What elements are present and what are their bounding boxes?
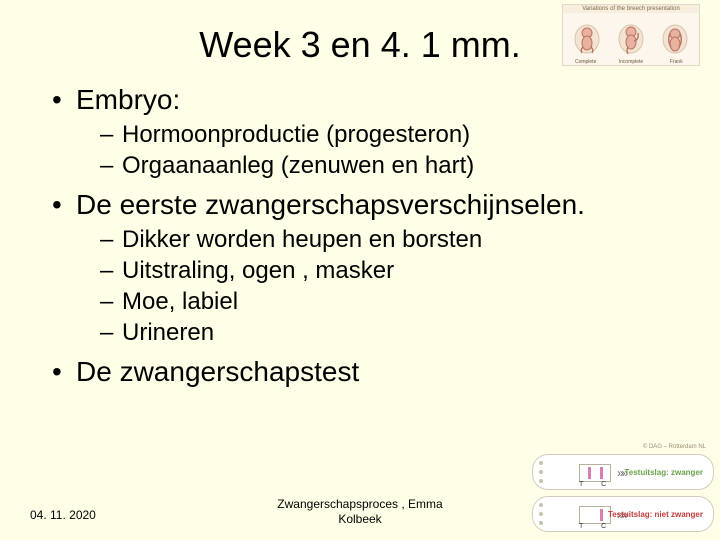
bullet-2-text: De zwangerschapstest <box>76 356 359 387</box>
bullet-0-sub: Hormoonproductie (progesteron) Orgaanaan… <box>76 120 690 181</box>
footer-center: Zwangerschapsproces , Emma Kolbeek <box>0 497 720 526</box>
slide: Variations of the breech presentation <box>0 0 720 540</box>
bullet-0-text: Embryo: <box>76 84 180 115</box>
breech-presentation-image: Variations of the breech presentation <box>562 4 700 66</box>
bullet-2: De zwangerschapstest <box>52 356 690 388</box>
bullet-list: Embryo: Hormoonproductie (progesteron) O… <box>30 84 690 388</box>
fetus-incomplete-icon <box>610 15 651 58</box>
t-line <box>588 467 591 479</box>
breech-image-labels: Complete Incomplete Frank <box>563 59 699 65</box>
breech-label-0: Complete <box>563 59 608 65</box>
result-positive: Testuitslag: zwanger <box>624 468 703 477</box>
bullet-1-sub-3: Urineren <box>100 318 690 349</box>
image-credit: © DAG – Rotterdam NL <box>643 444 706 450</box>
bullet-0: Embryo: Hormoonproductie (progesteron) O… <box>52 84 690 181</box>
c-line <box>600 467 603 479</box>
breech-label-1: Incomplete <box>608 59 653 65</box>
bullet-1: De eerste zwangerschapsverschijnselen. D… <box>52 189 690 348</box>
test-window-positive <box>579 464 611 482</box>
test-strip-positive: T C »» Testuitslag: zwanger <box>532 454 714 490</box>
fetus-frank-icon <box>655 15 696 58</box>
breech-image-header: Variations of the breech presentation <box>563 5 699 13</box>
bullet-0-sub-0: Hormoonproductie (progesteron) <box>100 120 690 151</box>
bullet-1-sub-1: Uitstraling, ogen , masker <box>100 256 690 287</box>
breech-image-row <box>563 13 699 59</box>
footer-line1: Zwangerschapsproces , Emma <box>277 497 442 511</box>
bullet-0-sub-1: Orgaanaanleg (zenuwen en hart) <box>100 151 690 182</box>
breech-label-2: Frank <box>654 59 699 65</box>
footer-line2: Kolbeek <box>338 512 381 526</box>
tc-label: T C <box>579 481 614 488</box>
bullet-1-sub: Dikker worden heupen en borsten Uitstral… <box>76 225 690 348</box>
fetus-complete-icon <box>566 15 607 58</box>
bullet-1-sub-0: Dikker worden heupen en borsten <box>100 225 690 256</box>
bullet-1-text: De eerste zwangerschapsverschijnselen. <box>76 189 585 220</box>
bullet-1-sub-2: Moe, labiel <box>100 287 690 318</box>
